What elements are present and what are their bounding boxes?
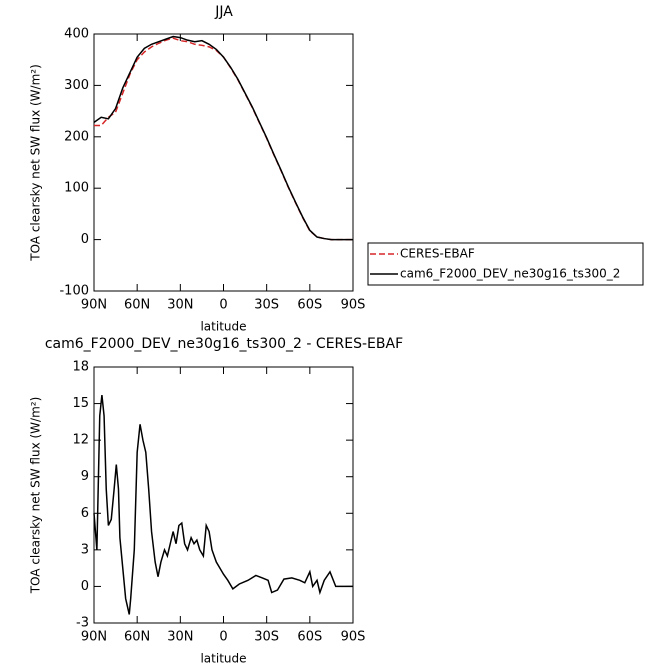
chart-title: cam6_F2000_DEV_ne30g16_ts300_2 - CERES-E… (45, 336, 403, 352)
legend-label: cam6_F2000_DEV_ne30g16_ts300_2 (400, 267, 620, 281)
y-tick-label: 9 (81, 469, 89, 484)
x-tick-label: 90N (81, 298, 107, 313)
x-tick-label: 90S (341, 630, 366, 645)
y-tick-label: 300 (64, 78, 89, 93)
y-tick-label: 100 (64, 181, 89, 196)
data-line (93, 394, 353, 615)
y-tick-label: 0 (81, 579, 89, 594)
x-tick-label: 30S (254, 630, 279, 645)
x-tick-label: 60S (297, 298, 322, 313)
x-tick-label: 90S (341, 298, 366, 313)
plot-frame (93, 33, 354, 292)
y-tick-label: 6 (81, 506, 89, 521)
y-axis-label: TOA clearsky net SW flux (W/m²) (29, 64, 43, 262)
x-tick-label: 0 (219, 630, 227, 645)
y-tick-label: 15 (72, 396, 89, 411)
x-tick-label: 60N (124, 298, 150, 313)
chart-title: JJA (214, 4, 233, 20)
x-tick-label: 60N (124, 630, 150, 645)
x-tick-label: 90N (81, 630, 107, 645)
y-tick-label: 12 (72, 433, 89, 448)
y-tick-label: -3 (76, 616, 89, 631)
y-tick-label: 3 (81, 542, 89, 557)
y-tick-label: 400 (64, 27, 89, 42)
x-axis-label: latitude (200, 652, 246, 666)
y-tick-label: -100 (59, 284, 89, 299)
y-tick-label: 200 (64, 129, 89, 144)
x-tick-label: 60S (297, 630, 322, 645)
legend-label: CERES-EBAF (400, 247, 475, 261)
x-tick-label: 30N (167, 630, 193, 645)
data-line (93, 35, 353, 241)
y-tick-label: 0 (81, 232, 89, 247)
x-tick-label: 0 (219, 298, 227, 313)
y-axis-label: TOA clearsky net SW flux (W/m²) (29, 397, 43, 595)
x-tick-label: 30N (167, 298, 193, 313)
x-tick-label: 30S (254, 298, 279, 313)
data-line (94, 37, 353, 241)
y-tick-label: 18 (72, 360, 89, 375)
legend-box (367, 242, 644, 286)
x-axis-label: latitude (200, 320, 246, 334)
